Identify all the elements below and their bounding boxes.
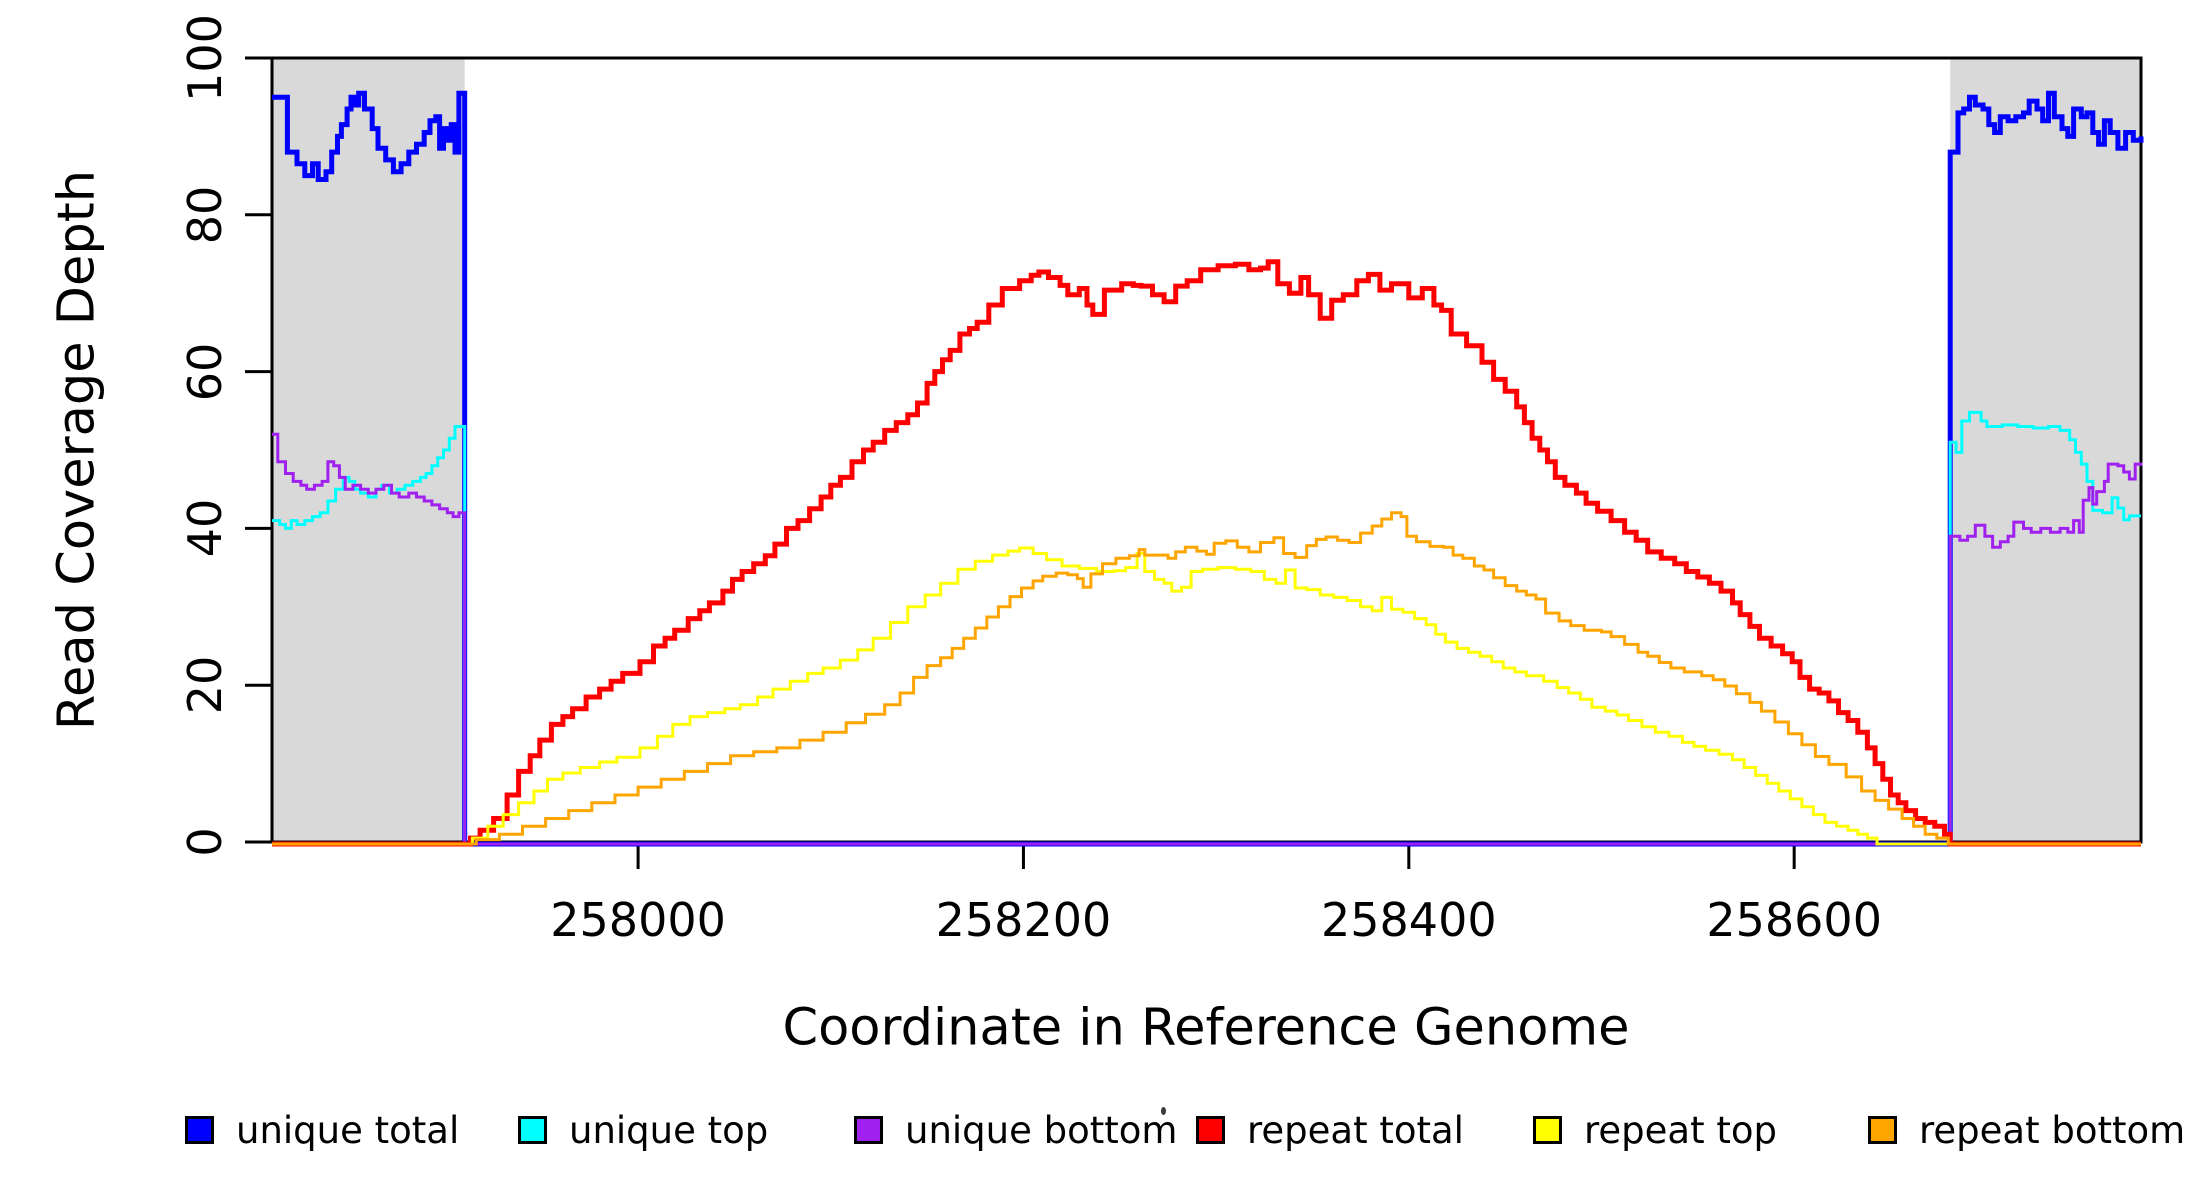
y-tick-label-40: 40	[178, 499, 232, 558]
unique-bottom-swatch-icon	[854, 1116, 883, 1144]
x-tick-label-258600: 258600	[1706, 893, 1882, 947]
legend-label: unique bottom	[905, 1108, 1178, 1152]
y-tick-label-80: 80	[178, 185, 232, 245]
stray-artifact-dot	[1161, 1107, 1166, 1115]
unique-total-swatch-icon	[185, 1116, 214, 1144]
legend-label: repeat top	[1584, 1108, 1777, 1152]
y-tick-label-100: 100	[178, 14, 232, 102]
legend-label: unique top	[569, 1108, 769, 1152]
legend-item-unique-top: unique top	[518, 1109, 768, 1152]
legend-item-repeat-top: repeat top	[1533, 1109, 1777, 1152]
legend-label: repeat total	[1247, 1108, 1464, 1152]
legend-item-repeat-total: repeat total	[1196, 1109, 1464, 1152]
legend-label: repeat bottom	[1919, 1108, 2186, 1152]
unique-top-swatch-icon	[518, 1116, 547, 1144]
legend-item-unique-bottom: unique bottom	[854, 1109, 1177, 1152]
x-tick-label-258200: 258200	[935, 893, 1112, 947]
repeat-total-swatch-icon	[1196, 1116, 1225, 1144]
legend-item-unique-total: unique total	[185, 1109, 459, 1152]
repeat-top-swatch-icon	[1533, 1116, 1562, 1144]
repeat-bottom-swatch-icon	[1868, 1116, 1897, 1144]
y-tick-label-20: 20	[178, 655, 232, 715]
legend-label: unique total	[236, 1108, 460, 1152]
legend-item-repeat-bottom: repeat bottom	[1868, 1109, 2185, 1152]
x-tick-label-258000: 258000	[550, 893, 726, 947]
x-tick-label-258400: 258400	[1321, 893, 1497, 947]
y-tick-label-0: 0	[178, 827, 232, 857]
y-tick-label-60: 60	[178, 342, 232, 401]
x-axis-title: Coordinate in Reference Genome	[782, 998, 1630, 1058]
y-axis-title: Read Coverage Depth	[47, 169, 107, 731]
